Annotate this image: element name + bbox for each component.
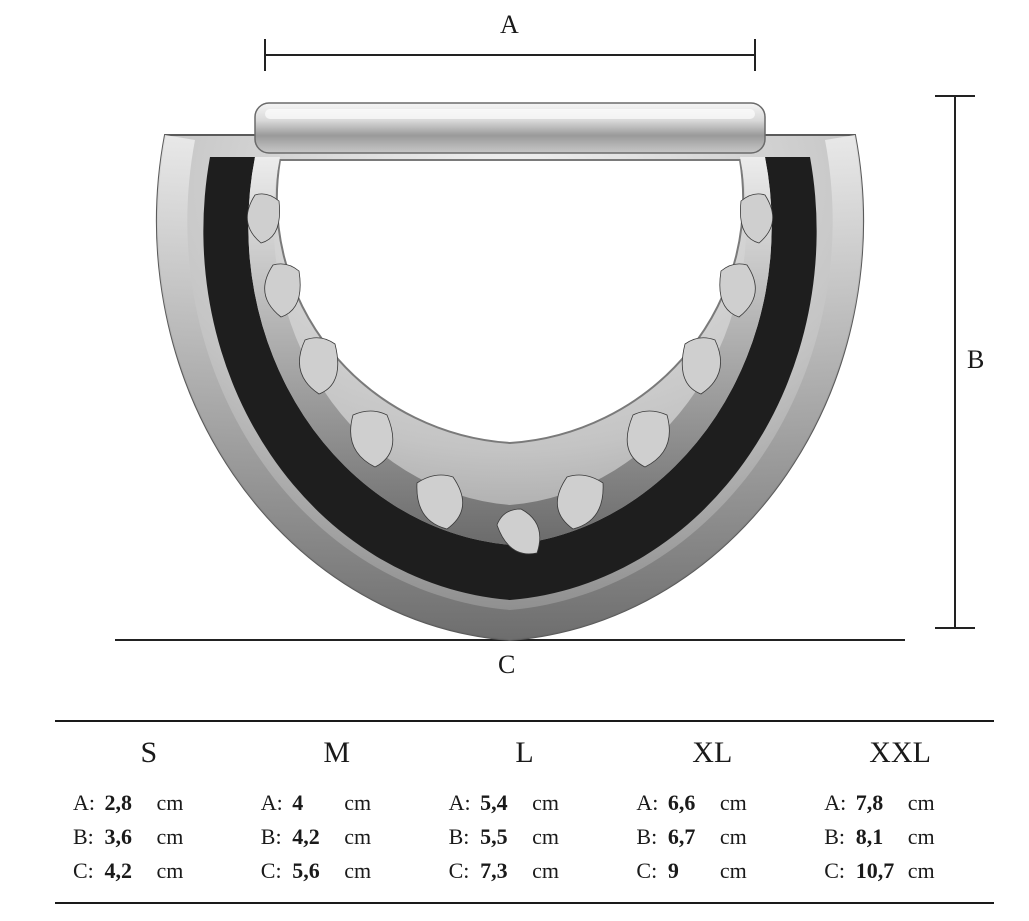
- table-header-m: M: [243, 736, 431, 770]
- cell-l-c: C: 7,3cm: [449, 854, 619, 888]
- table-col-m: A: 4cm B: 4,2cm C: 5,6cm: [243, 786, 431, 888]
- table-col-xxl: A: 7,8cm B: 8,1cm C: 10,7cm: [806, 786, 994, 888]
- table-header-xl: XL: [618, 736, 806, 770]
- cell-xl-c: C: 9cm: [636, 854, 806, 888]
- cell-m-c: C: 5,6cm: [261, 854, 431, 888]
- cell-m-b: B: 4,2cm: [261, 820, 431, 854]
- dim-label-b: B: [967, 345, 984, 375]
- table-body: A: 2,8cm B: 3,6cm C: 4,2cm A: 4cm B: 4,2…: [55, 780, 994, 902]
- d-ring-illustration: [105, 85, 915, 645]
- cell-xl-b: B: 6,7cm: [636, 820, 806, 854]
- cell-l-b: B: 5,5cm: [449, 820, 619, 854]
- product-diagram: A B C: [0, 0, 1029, 700]
- table-col-s: A: 2,8cm B: 3,6cm C: 4,2cm: [55, 786, 243, 888]
- table-rule-bottom: [55, 902, 994, 904]
- table-header-s: S: [55, 736, 243, 770]
- cell-s-c: C: 4,2cm: [73, 854, 243, 888]
- cell-s-a: A: 2,8cm: [73, 786, 243, 820]
- dim-label-a: A: [500, 10, 519, 40]
- page: A B C: [0, 0, 1029, 921]
- cell-l-a: A: 5,4cm: [449, 786, 619, 820]
- dim-label-c: C: [498, 650, 515, 680]
- cell-xxl-c: C: 10,7cm: [824, 854, 994, 888]
- table-header-l: L: [431, 736, 619, 770]
- table-col-xl: A: 6,6cm B: 6,7cm C: 9cm: [618, 786, 806, 888]
- cell-xl-a: A: 6,6cm: [636, 786, 806, 820]
- cell-s-b: B: 3,6cm: [73, 820, 243, 854]
- cell-xxl-b: B: 8,1cm: [824, 820, 994, 854]
- ring-top-bar-highlight: [265, 109, 755, 119]
- cell-xxl-a: A: 7,8cm: [824, 786, 994, 820]
- table-col-l: A: 5,4cm B: 5,5cm C: 7,3cm: [431, 786, 619, 888]
- table-header-row: S M L XL XXL: [55, 722, 994, 780]
- size-table: S M L XL XXL A: 2,8cm B: 3,6cm C: 4,2cm …: [55, 720, 994, 904]
- table-header-xxl: XXL: [806, 736, 994, 770]
- cell-m-a: A: 4cm: [261, 786, 431, 820]
